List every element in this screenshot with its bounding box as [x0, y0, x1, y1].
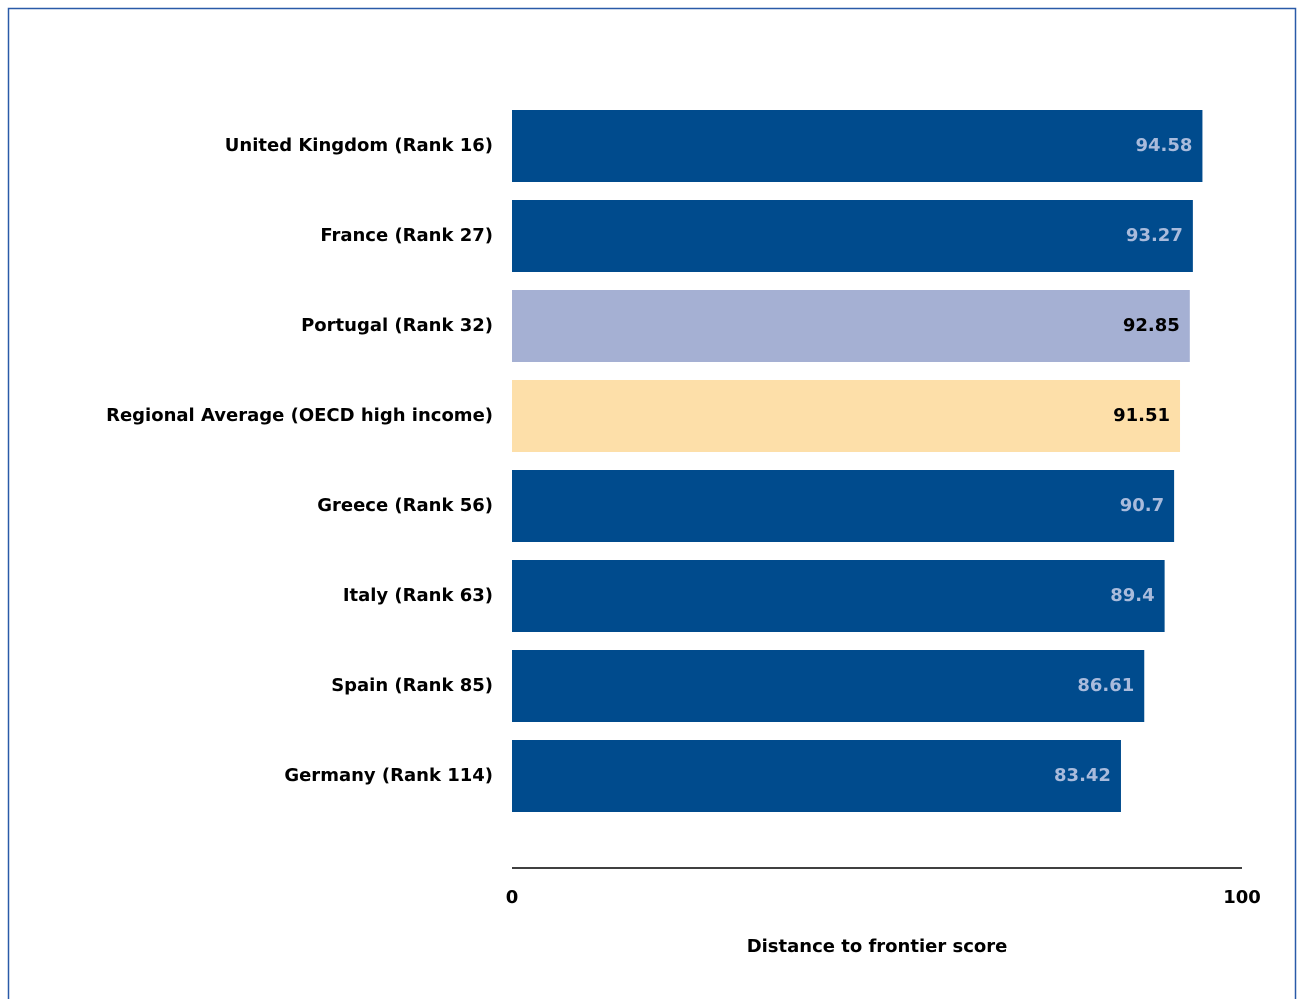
bar [512, 560, 1165, 632]
y-tick-label: Spain (Rank 85) [331, 675, 493, 696]
y-tick-label: France (Rank 27) [320, 225, 493, 246]
bar [512, 290, 1190, 362]
bar [512, 740, 1121, 812]
y-tick-label: Portugal (Rank 32) [301, 315, 493, 336]
value-label: 86.61 [1077, 675, 1134, 696]
x-axis-label: Distance to frontier score [747, 936, 1008, 957]
bar [512, 650, 1145, 722]
y-tick-label: Greece (Rank 56) [317, 495, 493, 516]
value-label: 93.27 [1126, 225, 1183, 246]
y-tick-label: Germany (Rank 114) [284, 765, 493, 786]
y-tick-label: Regional Average (OECD high income) [106, 405, 493, 426]
value-label: 90.7 [1120, 495, 1164, 516]
value-label: 89.4 [1110, 585, 1154, 606]
y-tick-label: United Kingdom (Rank 16) [225, 135, 493, 156]
value-label: 83.42 [1054, 765, 1111, 786]
bar [512, 380, 1181, 452]
value-label: 92.85 [1123, 315, 1180, 336]
x-tick-label: 0 [506, 887, 519, 908]
value-label: 91.51 [1113, 405, 1170, 426]
y-tick-label: Italy (Rank 63) [343, 585, 493, 606]
frame [7, 7, 1297, 999]
x-tick-label: 100 [1223, 887, 1261, 908]
value-label: 94.58 [1135, 135, 1192, 156]
bar [512, 470, 1175, 542]
bar [512, 200, 1193, 272]
bar [512, 110, 1203, 182]
